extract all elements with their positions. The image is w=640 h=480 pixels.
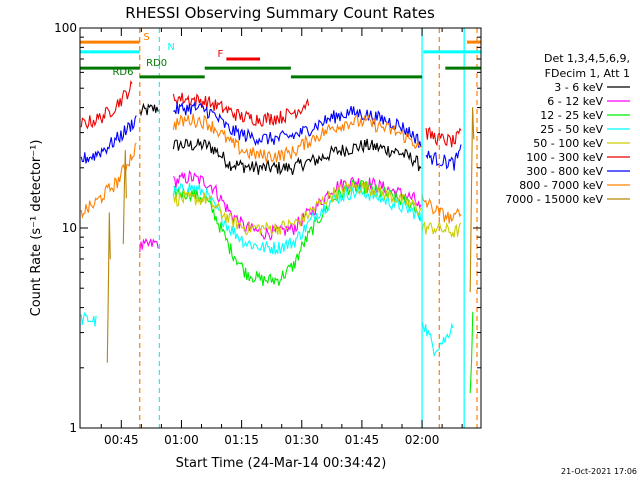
x-tick-label-1: 01:00 bbox=[164, 433, 199, 447]
timestamp: 21-Oct-2021 17:06 bbox=[561, 467, 637, 476]
x-tick-label-2: 01:15 bbox=[224, 433, 259, 447]
series-line-3-seg-0 bbox=[80, 311, 97, 327]
series-line-7-seg-1 bbox=[172, 113, 422, 163]
flag-label-s: S bbox=[143, 32, 149, 43]
flag-label-f: F bbox=[218, 49, 224, 60]
series-line-7-seg-2 bbox=[421, 194, 462, 224]
chart-title: RHESSI Observing Summary Count Rates bbox=[125, 4, 435, 22]
legend: Det 1,3,4,5,6,9, FDecim 1, Att 1 3 - 6 k… bbox=[505, 52, 630, 206]
series-line-4-seg-0 bbox=[172, 180, 422, 237]
legend-header-decimation: FDecim 1, Att 1 bbox=[545, 67, 630, 80]
series-line-5-seg-1 bbox=[172, 92, 310, 127]
series-line-0-seg-0 bbox=[139, 102, 159, 117]
legend-label-6: 300 - 800 keV bbox=[526, 165, 603, 178]
x-axis-label: Start Time (24-Mar-14 00:34:42) bbox=[176, 456, 387, 471]
x-tick-label-4: 01:45 bbox=[345, 433, 380, 447]
legend-label-7: 800 - 7000 keV bbox=[519, 179, 603, 192]
x-tick-label-0: 00:45 bbox=[104, 433, 139, 447]
series-line-5-seg-0 bbox=[80, 80, 133, 130]
series-line-0-seg-1 bbox=[172, 138, 422, 176]
series-line-4-seg-1 bbox=[421, 220, 462, 239]
series-layer bbox=[80, 80, 475, 394]
series-line-8-seg-1 bbox=[122, 150, 127, 245]
series-line-6-seg-2 bbox=[425, 144, 462, 171]
x-tick-label-3: 01:30 bbox=[284, 433, 319, 447]
axes-layer: 00:45 01:00 01:15 01:30 01:45 02:00 1 10 100 bbox=[54, 21, 481, 447]
legend-label-1: 6 - 12 keV bbox=[547, 95, 603, 108]
flag-label-rd6: RD6 bbox=[112, 67, 133, 78]
legend-label-8: 7000 - 15000 keV bbox=[505, 193, 603, 206]
flag-label-rd0: RD0 bbox=[146, 58, 167, 69]
y-tick-label-0: 1 bbox=[69, 421, 77, 435]
y-tick-label-1: 10 bbox=[62, 221, 77, 235]
y-axis-label: Count Rate (s⁻¹ detector⁻¹) bbox=[29, 140, 44, 317]
series-line-2-seg-1 bbox=[469, 311, 474, 394]
y-tick-label-2: 100 bbox=[54, 21, 77, 35]
series-line-3-seg-2 bbox=[421, 321, 454, 358]
series-line-6-seg-0 bbox=[80, 115, 137, 164]
legend-header-detectors: Det 1,3,4,5,6,9, bbox=[544, 52, 630, 65]
legend-label-5: 100 - 300 keV bbox=[526, 151, 603, 164]
legend-label-4: 50 - 100 keV bbox=[533, 137, 603, 150]
x-tick-label-5: 02:00 bbox=[405, 433, 440, 447]
series-line-1-seg-1 bbox=[172, 169, 422, 241]
flag-label-n: N bbox=[167, 42, 174, 53]
series-line-3-seg-1 bbox=[172, 183, 422, 256]
legend-label-3: 25 - 50 keV bbox=[540, 123, 603, 136]
series-line-2-seg-0 bbox=[173, 179, 422, 287]
series-line-8-seg-0 bbox=[106, 212, 111, 363]
legend-label-0: 3 - 6 keV bbox=[554, 81, 603, 94]
series-line-7-seg-0 bbox=[80, 142, 137, 219]
series-line-6-seg-1 bbox=[173, 101, 422, 148]
legend-label-2: 12 - 25 keV bbox=[540, 109, 603, 122]
series-line-8-seg-2 bbox=[469, 107, 475, 293]
series-line-1-seg-0 bbox=[139, 237, 159, 253]
series-line-5-seg-2 bbox=[425, 126, 462, 148]
